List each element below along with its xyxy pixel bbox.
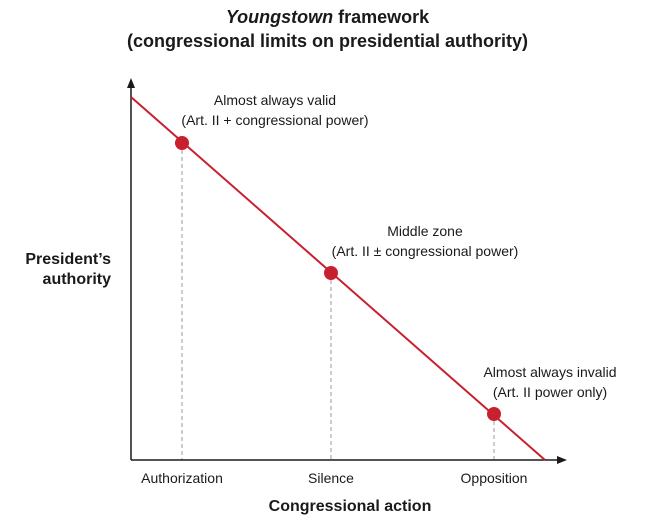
chart-title-line-1: Youngstown framework [0,6,655,28]
point-silence [324,266,338,280]
zone-title: Middle zone [387,223,463,239]
tick-label-silence: Silence [308,470,354,486]
y-axis-arrow-icon [127,78,135,88]
point-authorization [175,136,189,150]
tick-label-authorization: Authorization [141,470,223,486]
zone-title: Almost always valid [213,92,337,108]
y-axis-label-line-1: President’s [25,251,111,268]
y-axis-label-line-2: authority [42,271,111,288]
zone-detail: (Art. II ± congressional power) [331,243,519,259]
y-axis-label: President’s authority [25,250,111,290]
point-opposition [487,407,501,421]
zone-title: Almost always invalid [483,364,617,380]
zone-annotation-valid: Almost always valid (Art. II + congressi… [175,90,375,130]
zone-annotation-invalid: Almost always invalid (Art. II power onl… [470,362,630,402]
tick-label-opposition: Opposition [460,470,528,486]
x-axis-label: Congressional action [268,498,432,515]
zone-annotation-middle: Middle zone (Art. II ± congressional pow… [320,221,530,261]
title-rest: framework [333,7,430,27]
title-italic-name: Youngstown [225,7,334,27]
x-axis-arrow-icon [557,456,567,464]
zone-detail: (Art. II + congressional power) [181,112,369,128]
zone-detail: (Art. II power only) [492,384,608,400]
authority-line [130,96,546,461]
chart-title-line-2: (congressional limits on presidential au… [126,31,529,51]
